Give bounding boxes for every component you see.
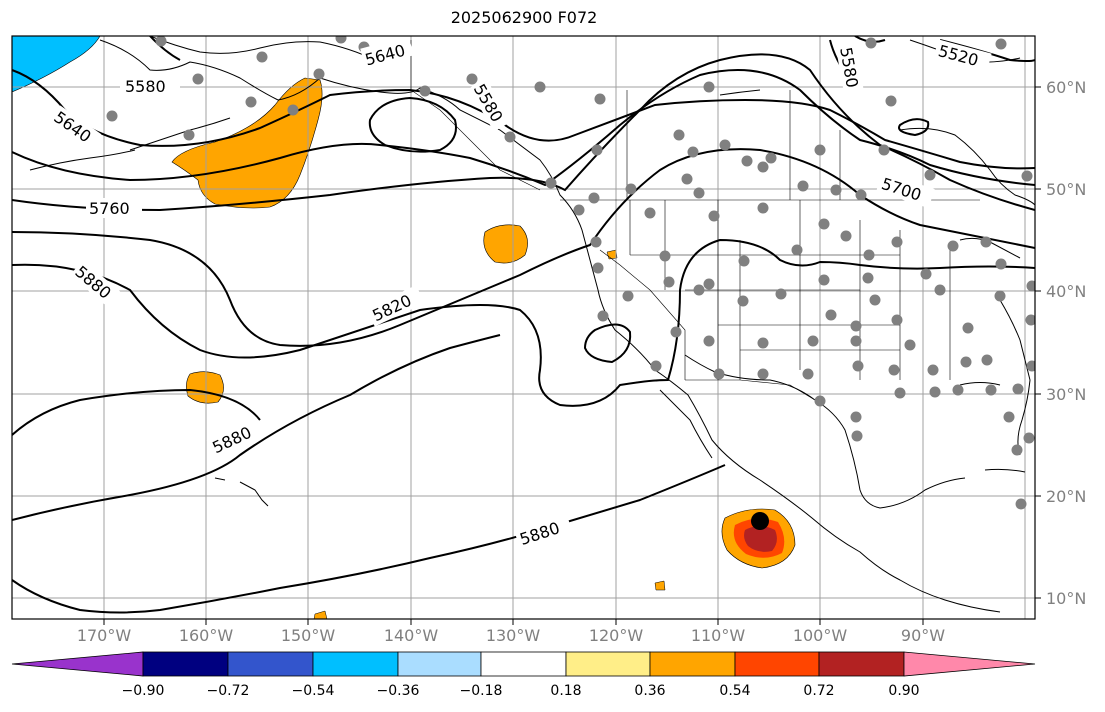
colorbar-tick-3: −0.54 xyxy=(291,683,335,699)
lon-label-170w: 170°W xyxy=(76,626,132,645)
contour-label-5520: 5520 xyxy=(936,41,980,70)
contour-label-5640-a: 5640 xyxy=(363,41,407,70)
colorbar-tick-10: 0.90 xyxy=(888,683,920,699)
colorbar-tick-4: −0.36 xyxy=(376,683,420,699)
contour-label-5880-c: 5880 xyxy=(517,518,562,549)
contour-label-5880-b: 5880 xyxy=(209,423,254,457)
lat-label-30n: 30°N xyxy=(1046,385,1087,404)
lat-label-60n: 60°N xyxy=(1046,78,1087,97)
lat-label-40n: 40°N xyxy=(1046,282,1087,301)
lon-label-90w: 90°W xyxy=(900,626,946,645)
colorbar-tick-1: −0.90 xyxy=(121,683,165,699)
lon-label-130w: 130°W xyxy=(485,626,541,645)
colorbar-tick-6: 0.18 xyxy=(550,683,582,699)
shading-cyan-arctic xyxy=(12,36,101,93)
lat-label-50n: 50°N xyxy=(1046,180,1087,199)
coastlines xyxy=(29,36,1035,613)
contour-label-5580-a: 5580 xyxy=(125,77,166,96)
contour-label-5580-c: 5580 xyxy=(836,46,862,89)
map-frame xyxy=(11,35,1036,620)
colorbar-extend-high xyxy=(903,651,1036,677)
lon-label-140w: 140°W xyxy=(383,626,439,645)
height-contours xyxy=(12,36,1035,614)
lon-label-110w: 110°W xyxy=(690,626,746,645)
graticule xyxy=(12,36,1035,619)
colorbar-tick-8: 0.54 xyxy=(719,683,751,699)
borders xyxy=(410,40,980,401)
lon-label-150w: 150°W xyxy=(280,626,336,645)
colorbar-extend-low xyxy=(11,651,144,677)
lon-label-100w: 100°W xyxy=(792,626,848,645)
station-points xyxy=(106,36,1035,510)
shading-orange-midpacific xyxy=(186,371,224,404)
colorbar-tick-7: 0.36 xyxy=(634,683,666,699)
lat-label-20n: 20°N xyxy=(1046,487,1087,506)
map-title: 2025062900 F072 xyxy=(450,8,598,27)
colorbar-tick-2: −0.72 xyxy=(206,683,250,699)
shading-orange-offshore xyxy=(483,224,528,264)
storm-center-marker xyxy=(751,512,769,530)
axis-ticks xyxy=(103,86,1041,625)
lat-label-10n: 10°N xyxy=(1046,589,1087,608)
lon-label-160w: 160°W xyxy=(178,626,234,645)
shading-small-3 xyxy=(313,610,328,619)
shading-small-2 xyxy=(654,580,666,591)
colorbar xyxy=(11,651,1036,677)
colorbar-tick-9: 0.72 xyxy=(803,683,835,699)
lon-label-120w: 120°W xyxy=(588,626,644,645)
shading-darkred-storm xyxy=(744,526,777,552)
colorbar-tick-5: −0.18 xyxy=(459,683,503,699)
contour-label-5760: 5760 xyxy=(89,199,130,218)
contour-label-group: 5580 5640 5640 5580 5580 5520 5700 5760 … xyxy=(48,35,992,550)
